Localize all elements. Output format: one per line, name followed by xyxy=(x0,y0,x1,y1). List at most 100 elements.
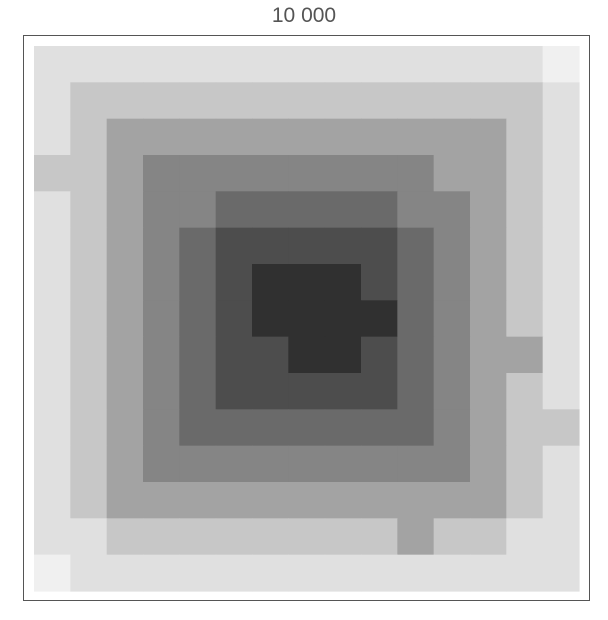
heatmap-cell-r3-c13 xyxy=(506,155,544,192)
heatmap-cell-r7-c6 xyxy=(252,300,289,338)
heatmap-cell-r10-c3 xyxy=(143,409,180,447)
heatmap-cell-r1-c2 xyxy=(106,82,144,120)
heatmap-cell-r3-c3 xyxy=(143,155,180,192)
heatmap-cell-r1-c9 xyxy=(361,82,398,120)
heatmap-cell-r4-c14 xyxy=(542,191,580,229)
heatmap-cell-r12-c4 xyxy=(179,482,217,519)
heatmap-cell-r3-c7 xyxy=(288,155,326,192)
heatmap-cell-r7-c14 xyxy=(542,300,580,338)
heatmap-cell-r7-c0 xyxy=(34,300,71,338)
heatmap-cell-r6-c14 xyxy=(542,264,580,301)
heatmap-cell-r11-c5 xyxy=(215,445,253,483)
heatmap-cell-r6-c7 xyxy=(288,264,326,301)
heatmap-cell-r10-c5 xyxy=(215,409,253,447)
heatmap-cell-r13-c14 xyxy=(542,518,580,556)
heatmap-cell-r4-c8 xyxy=(324,191,362,229)
heatmap-cell-r5-c2 xyxy=(106,227,144,265)
heatmap-cell-r12-c2 xyxy=(106,482,144,519)
heatmap-cell-r13-c10 xyxy=(397,518,435,556)
heatmap-cell-r8-c12 xyxy=(470,336,507,374)
heatmap-cell-r0-c7 xyxy=(288,46,326,83)
heatmap-cell-r10-c4 xyxy=(179,409,217,447)
heatmap-cell-r3-c14 xyxy=(542,155,580,192)
heatmap-cell-r6-c10 xyxy=(397,264,435,301)
heatmap-cell-r14-c5 xyxy=(215,554,253,592)
heatmap-cell-r10-c1 xyxy=(70,409,108,447)
heatmap-cell-r0-c2 xyxy=(106,46,144,83)
heatmap-cell-r1-c0 xyxy=(34,82,71,120)
heatmap-cell-r1-c12 xyxy=(470,82,507,120)
heatmap-cell-r14-c10 xyxy=(397,554,435,592)
heatmap-cell-r6-c12 xyxy=(470,264,507,301)
heatmap-cell-r14-c6 xyxy=(252,554,289,592)
heatmap-cell-r8-c10 xyxy=(397,336,435,374)
heatmap-cell-r3-c12 xyxy=(470,155,507,192)
heatmap-cell-r12-c6 xyxy=(252,482,289,519)
heatmap-cell-r13-c2 xyxy=(106,518,144,556)
heatmap-cell-r10-c14 xyxy=(542,409,580,447)
heatmap-cell-r3-c4 xyxy=(179,155,217,192)
heatmap-cell-r5-c10 xyxy=(397,227,435,265)
heatmap-cell-r14-c8 xyxy=(324,554,362,592)
heatmap-cell-r5-c14 xyxy=(542,227,580,265)
heatmap-cell-r10-c6 xyxy=(252,409,289,447)
heatmap-cell-r6-c9 xyxy=(361,264,398,301)
heatmap-cell-r14-c7 xyxy=(288,554,326,592)
heatmap-cell-r3-c6 xyxy=(252,155,289,192)
heatmap-cell-r4-c6 xyxy=(252,191,289,229)
heatmap-cell-r14-c14 xyxy=(542,554,580,592)
heatmap-cell-r10-c13 xyxy=(506,409,544,447)
heatmap-cell-r13-c7 xyxy=(288,518,326,556)
heatmap-cell-r3-c8 xyxy=(324,155,362,192)
heatmap-cell-r9-c8 xyxy=(324,373,362,410)
heatmap-cell-r9-c12 xyxy=(470,373,507,410)
heatmap-cell-r11-c3 xyxy=(143,445,180,483)
heatmap-cell-r12-c8 xyxy=(324,482,362,519)
heatmap-cell-r11-c0 xyxy=(34,445,71,483)
heatmap-cell-r6-c4 xyxy=(179,264,217,301)
heatmap-cell-r5-c5 xyxy=(215,227,253,265)
heatmap-cell-r0-c9 xyxy=(361,46,398,83)
heatmap-cell-r3-c9 xyxy=(361,155,398,192)
heatmap-cell-r9-c10 xyxy=(397,373,435,410)
heatmap-cell-r5-c11 xyxy=(433,227,471,265)
heatmap-cell-r3-c1 xyxy=(70,155,108,192)
heatmap-cell-r9-c0 xyxy=(34,373,71,410)
heatmap-cell-r10-c12 xyxy=(470,409,507,447)
heatmap-cell-r5-c1 xyxy=(70,227,108,265)
heatmap-cell-r12-c12 xyxy=(470,482,507,519)
heatmap-cell-r4-c9 xyxy=(361,191,398,229)
heatmap-cell-r9-c9 xyxy=(361,373,398,410)
heatmap-cell-r14-c13 xyxy=(506,554,544,592)
heatmap-cell-r7-c8 xyxy=(324,300,362,338)
heatmap-cell-r12-c14 xyxy=(542,482,580,519)
heatmap-cell-r9-c3 xyxy=(143,373,180,410)
heatmap-cell-r2-c12 xyxy=(470,118,507,156)
heatmap-cell-r5-c0 xyxy=(34,227,71,265)
heatmap-cell-r6-c0 xyxy=(34,264,71,301)
heatmap-cell-r8-c6 xyxy=(252,336,289,374)
heatmap-cell-r2-c11 xyxy=(433,118,471,156)
heatmap-cell-r5-c7 xyxy=(288,227,326,265)
heatmap-cell-r10-c11 xyxy=(433,409,471,447)
heatmap-cell-r6-c3 xyxy=(143,264,180,301)
heatmap-cell-r13-c4 xyxy=(179,518,217,556)
heatmap-cell-r6-c13 xyxy=(506,264,544,301)
heatmap-cell-r1-c3 xyxy=(143,82,180,120)
heatmap-cell-r2-c1 xyxy=(70,118,108,156)
heatmap-cell-r5-c6 xyxy=(252,227,289,265)
heatmap-cell-r12-c3 xyxy=(143,482,180,519)
heatmap-cell-r2-c13 xyxy=(506,118,544,156)
heatmap-cell-r5-c4 xyxy=(179,227,217,265)
heatmap-cell-r6-c6 xyxy=(252,264,289,301)
heatmap-cell-r6-c1 xyxy=(70,264,108,301)
heatmap-cell-r5-c12 xyxy=(470,227,507,265)
heatmap-cell-r3-c5 xyxy=(215,155,253,192)
heatmap-cell-r11-c7 xyxy=(288,445,326,483)
heatmap-cell-r8-c14 xyxy=(542,336,580,374)
heatmap-cell-r9-c1 xyxy=(70,373,108,410)
heatmap-cell-r1-c1 xyxy=(70,82,108,120)
heatmap-cell-r2-c6 xyxy=(252,118,289,156)
heatmap-cell-r2-c9 xyxy=(361,118,398,156)
heatmap-cell-r12-c10 xyxy=(397,482,435,519)
